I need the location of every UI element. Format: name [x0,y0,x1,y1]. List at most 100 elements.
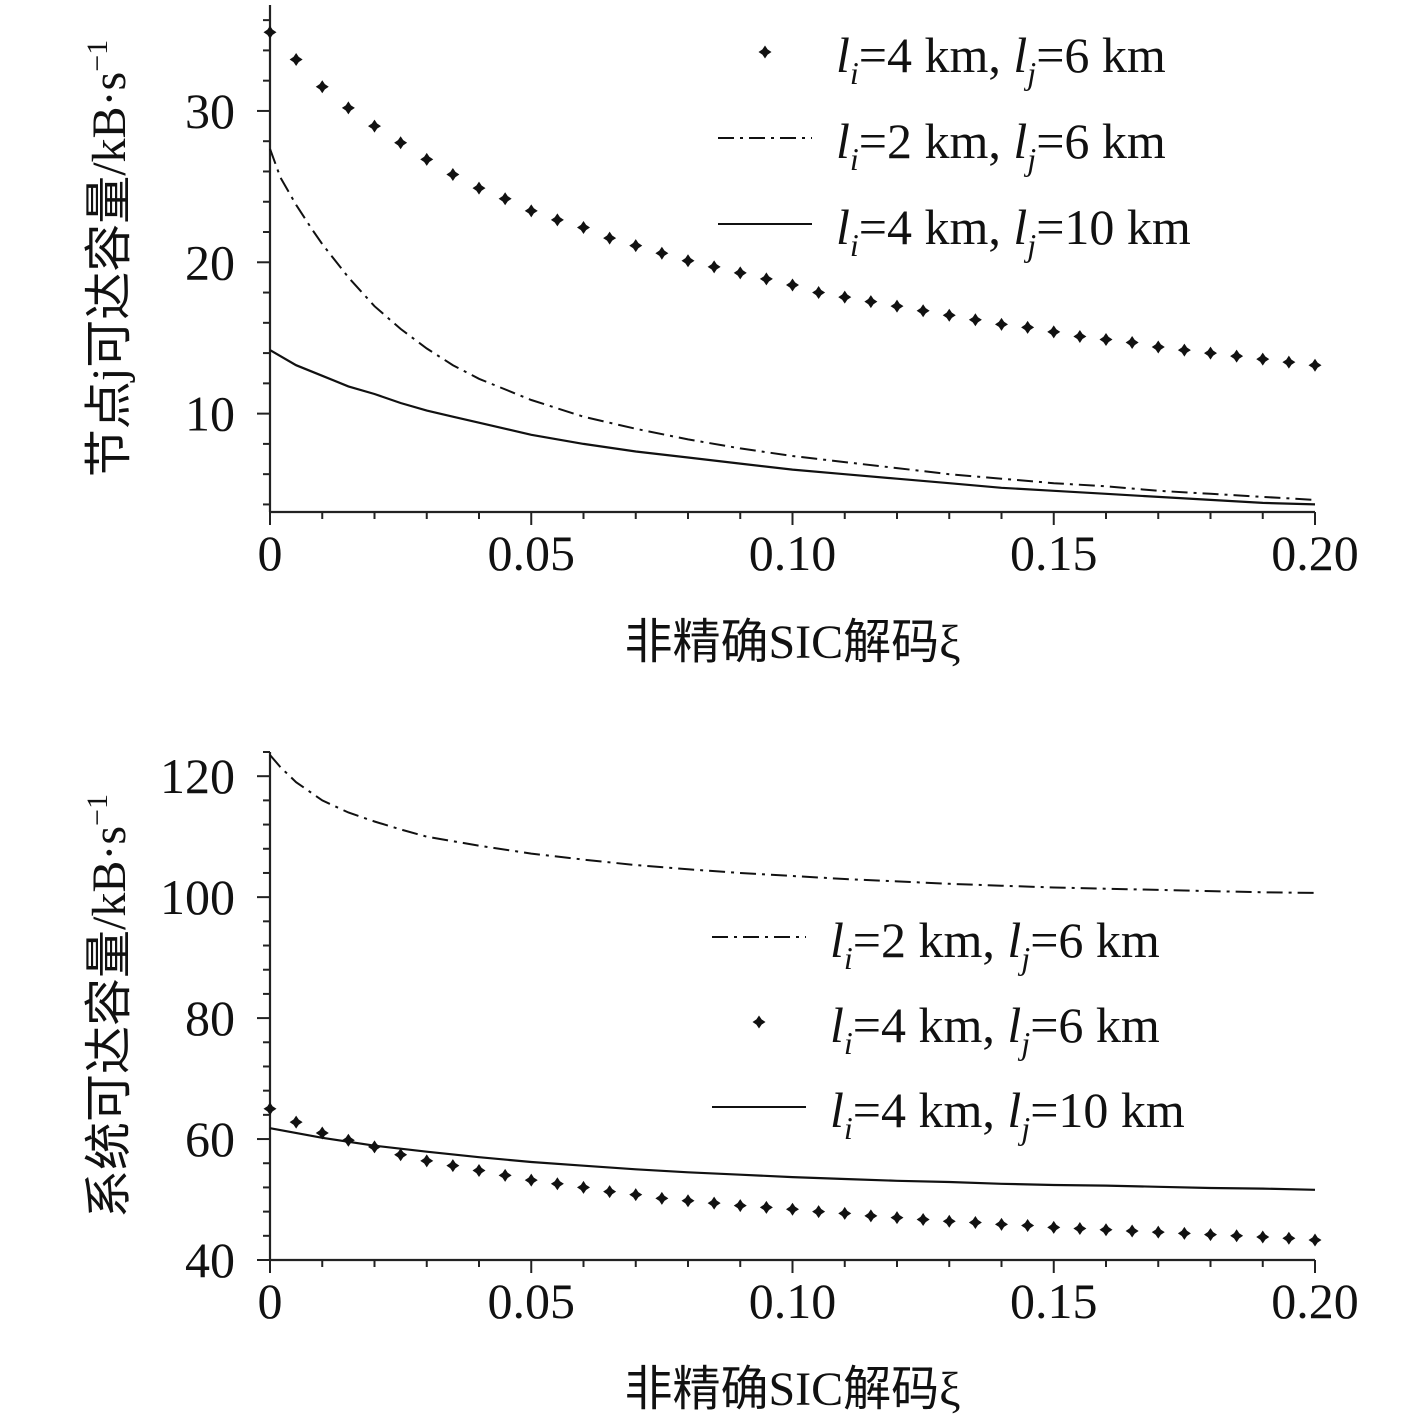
legend-subscript: j [1023,141,1036,177]
legend-text-part: l [1013,27,1027,83]
series-solid: li=4 km, lj=10 km [269,1082,1316,1191]
data-point [550,1177,564,1191]
data-point [1151,340,1165,354]
data-point [1230,349,1244,363]
data-point [368,119,381,133]
y-tick-label: 40 [185,1232,235,1288]
data-point [341,1133,355,1147]
data-point [1204,1228,1217,1242]
series-markers: li=4 km, lj=6 km [263,25,1322,372]
legend-subscript: j [1017,940,1030,976]
legend-text-part: =4 km, [853,1082,1008,1138]
data-point [838,290,852,304]
series-markers: li=4 km, lj=6 km [263,997,1322,1247]
data-point [629,1188,643,1202]
data-point [1177,343,1191,357]
data-point [420,152,434,166]
data-point [995,1217,1008,1231]
legend-marker [758,45,772,59]
y-axis-title-main: 系统可达容量/kB·s [83,826,136,1218]
series-line [269,349,1316,506]
x-tick-label: 0.05 [488,1273,576,1329]
y-axis-title-superscript: −1 [81,794,114,826]
data-point [968,1216,982,1230]
y-tick-label: 100 [160,869,235,925]
data-point [1282,355,1296,369]
data-point [524,1173,538,1187]
data-point [968,313,982,327]
data-point [603,1185,617,1199]
data-point [1047,1220,1061,1234]
data-point [655,246,669,260]
data-point [1047,325,1061,339]
y-axis-title-superscript: −1 [81,40,114,72]
series-dashdot: li=2 km, lj=6 km [269,754,1316,976]
x-tick-label: 0.20 [1271,1273,1359,1329]
x-tick-label: 0.10 [749,525,837,581]
legend-label: li=4 km, lj=10 km [836,199,1191,263]
data-point [446,168,460,182]
data-point [681,254,695,268]
legend-text-part: =10 km [1036,199,1191,255]
data-point [681,1194,695,1208]
data-point [472,181,486,195]
data-point [577,1180,590,1194]
data-point [1021,320,1035,334]
legend-text-part: l [1013,113,1027,169]
data-point [942,1214,956,1228]
legend-text-part: l [836,199,850,255]
data-point [1125,335,1139,349]
bottom-chart-system-capacity: 0 0.05 0.10 0.15 0.20 40 60 80 100 120 非精确SIC解码ξ 系统… [81,748,1359,1416]
data-point [263,1102,277,1116]
legend-subscript: i [850,141,859,177]
legend-subscript: j [1017,1110,1030,1146]
x-tick-label: 0.20 [1271,525,1359,581]
legend-text-part: =4 km, [859,27,1014,83]
data-point [759,272,773,286]
legend-text-part: =6 km [1030,997,1160,1053]
data-point [368,1140,381,1154]
legend-text-part: =6 km [1030,912,1160,968]
data-point [786,278,799,292]
legend-text-part: l [1013,199,1027,255]
x-tick-label: 0.10 [749,1273,837,1329]
data-point [812,1205,826,1219]
legend-subscript: i [850,227,859,263]
data-point [1204,346,1217,360]
data-point [603,231,617,245]
data-point [942,308,956,322]
data-point [577,220,590,234]
y-tick-label: 10 [185,386,235,442]
y-axis-title-main: 节点j可达容量/kB·s [83,72,136,477]
data-point [733,266,747,280]
data-point [916,1212,930,1226]
legend-text-part: l [836,27,850,83]
top-chart-capacity-node-j: 0 0.05 0.10 0.15 0.20 10 20 30 非精确SIC解码ξ 节点j可达容量/… [81,5,1359,669]
legend-subscript: i [844,940,853,976]
series-line [269,148,1316,501]
legend-text-part: l [830,1082,844,1138]
x-tick-label: 0.05 [488,525,576,581]
series-dashdot: li=2 km, lj=6 km [269,113,1316,501]
legend-text-part: =6 km [1036,27,1166,83]
data-point [315,80,329,94]
y-tick-label: 80 [185,990,235,1046]
data-point [1308,358,1322,372]
data-point [812,286,826,300]
x-tick-label: 0.15 [1010,1273,1098,1329]
legend-label: li=4 km, lj=6 km [830,997,1160,1061]
legend-label: li=2 km, lj=6 km [836,113,1166,177]
legend-subscript: i [844,1110,853,1146]
data-point [786,1202,799,1216]
data-point [498,192,512,206]
data-point [629,239,643,253]
data-point [1256,1230,1270,1244]
legend-subscript: j [1023,55,1036,91]
data-point [890,1211,904,1225]
data-point [838,1206,852,1220]
data-point [890,299,904,313]
legend-text-part: =4 km, [859,199,1014,255]
data-point [1021,1219,1035,1233]
x-axis-title: 非精确SIC解码ξ [624,1363,960,1416]
